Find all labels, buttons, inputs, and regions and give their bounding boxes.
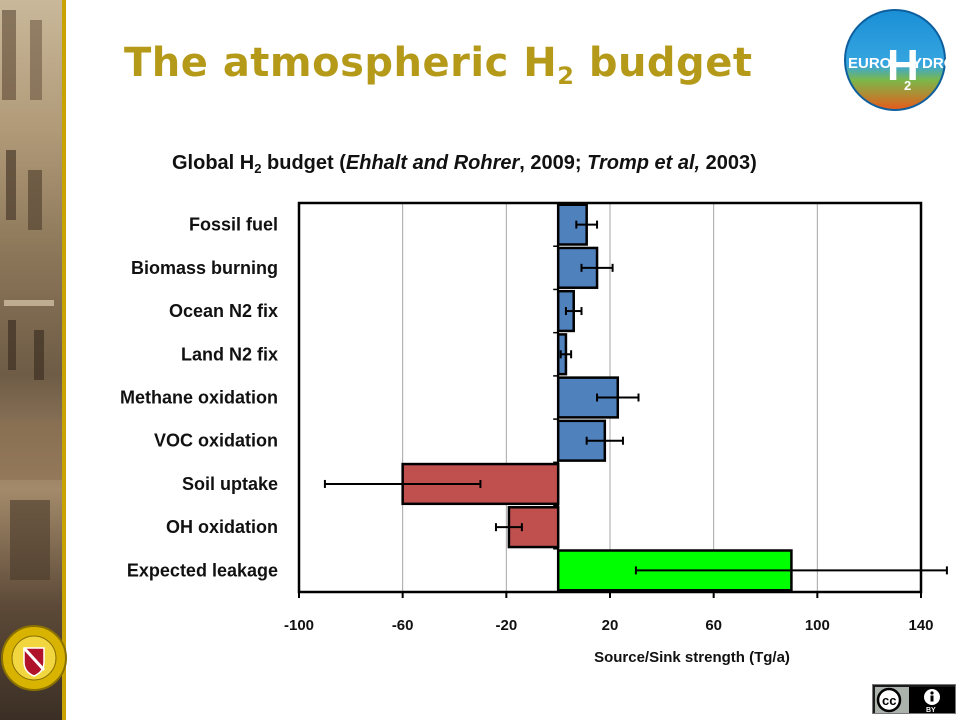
university-seal <box>0 618 70 698</box>
eurohydros-logo: EURO H YDROS 2 <box>840 8 960 112</box>
x-tick-label-3: 20 <box>602 617 619 634</box>
tower-photo-graphic <box>0 10 62 580</box>
category-label-3: Ocean N2 fix <box>169 301 278 321</box>
slide-title: The atmospheric H2 budget <box>124 40 753 90</box>
x-tick-label-5: 100 <box>805 617 830 634</box>
x-tick-label-1: -60 <box>392 617 414 634</box>
chart-title: Global H2 budget (Ehhalt and Rohrer, 200… <box>172 152 757 176</box>
category-label-9: Expected leakage <box>127 560 278 580</box>
category-label-5: Methane oxidation <box>120 388 278 408</box>
category-label-2: Biomass burning <box>131 258 278 278</box>
x-tick-label-0: -100 <box>284 617 314 634</box>
x-tick-label-2: -20 <box>495 617 517 634</box>
svg-text:EURO: EURO <box>848 55 892 72</box>
creative-commons-badge: cc BY <box>872 684 956 714</box>
category-label-4: Land N2 fix <box>181 344 278 364</box>
category-label-6: VOC oxidation <box>154 431 278 451</box>
svg-text:2: 2 <box>904 78 911 93</box>
svg-text:cc: cc <box>882 693 896 708</box>
category-label-7: Soil uptake <box>182 474 278 494</box>
category-label-8: OH oxidation <box>166 517 278 537</box>
tower-photo <box>0 0 62 720</box>
gold-divider-line <box>62 0 66 720</box>
category-label-1: Fossil fuel <box>189 215 278 235</box>
svg-text:H: H <box>887 41 919 90</box>
x-tick-label-6: 140 <box>908 617 933 634</box>
svg-text:YDROS: YDROS <box>912 55 950 72</box>
svg-text:BY: BY <box>926 707 936 714</box>
x-axis-title: Source/Sink strength (Tg/a) <box>594 649 790 666</box>
x-tick-label-4: 60 <box>705 617 722 634</box>
